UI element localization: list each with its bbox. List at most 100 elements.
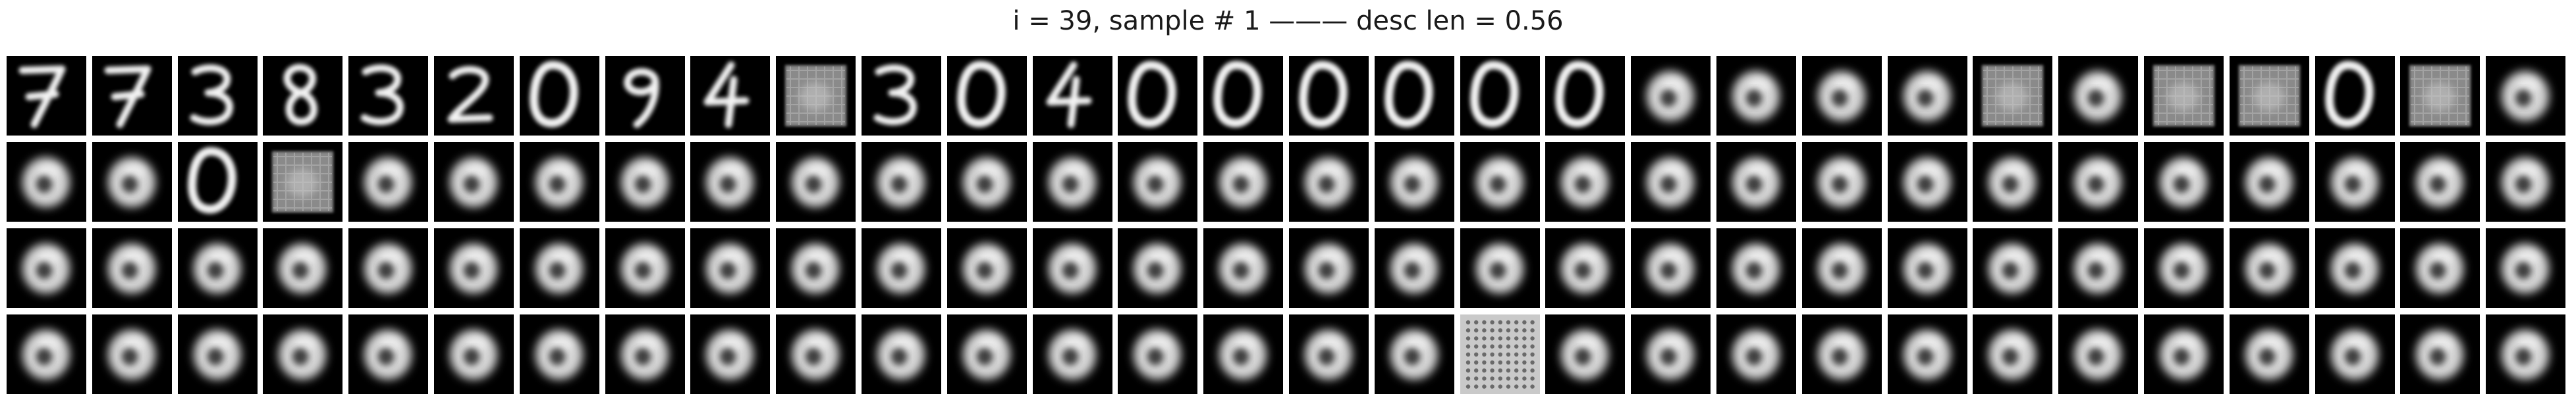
sample-image: [2058, 56, 2139, 136]
sample-tile: [946, 56, 1027, 136]
sample-image: [1374, 56, 1454, 136]
sample-tile: [1032, 228, 1112, 308]
sample-tile: [776, 142, 856, 222]
sample-image: [2400, 228, 2480, 308]
sample-tile: [2058, 142, 2139, 222]
sample-image: [7, 56, 86, 136]
sample-tile: [434, 314, 514, 394]
sample-image: [263, 314, 343, 394]
sample-image: [2486, 228, 2566, 308]
sample-image: [1716, 228, 1796, 308]
sample-tile: [2229, 142, 2309, 222]
sample-tile: [1289, 56, 1369, 136]
sample-tile: [2058, 314, 2139, 394]
sample-image: [2486, 142, 2566, 222]
sample-image: [348, 228, 429, 308]
sample-tile: [1118, 228, 1198, 308]
sample-image: [1203, 56, 1284, 136]
sample-tile: [1801, 228, 1882, 308]
sample-image: [434, 314, 514, 394]
sample-image: [1887, 56, 1967, 136]
sample-tile: [862, 314, 941, 394]
sample-image: [1801, 314, 1882, 394]
sample-image: [1887, 142, 1967, 222]
sample-image: [1631, 228, 1711, 308]
sample-image: [862, 228, 941, 308]
sample-image: [1545, 56, 1626, 136]
sample-tile: [1801, 314, 1882, 394]
sample-image: [2315, 56, 2395, 136]
sample-tile: [1118, 56, 1198, 136]
sample-image: [1631, 56, 1711, 136]
sample-tile: [1887, 142, 1967, 222]
sample-image: [7, 314, 86, 394]
sample-image: [1716, 142, 1796, 222]
sample-tile: [605, 228, 685, 308]
sample-image: [1203, 142, 1284, 222]
sample-tile: [1545, 56, 1626, 136]
sample-tile: [1203, 56, 1284, 136]
sample-tile: [690, 56, 771, 136]
sample-image: [1032, 228, 1112, 308]
sample-image: [862, 56, 941, 136]
sample-image: [1118, 228, 1198, 308]
sample-image: [2486, 314, 2566, 394]
sample-tile: [1118, 314, 1198, 394]
sample-image: [519, 56, 599, 136]
sample-tile: [1716, 314, 1796, 394]
sample-tile: [2400, 314, 2480, 394]
sample-image: [263, 56, 343, 136]
sample-image: [776, 314, 856, 394]
sample-tile: [946, 314, 1027, 394]
sample-tile: [2144, 228, 2224, 308]
sample-image: [1545, 314, 1626, 394]
sample-tile: [348, 56, 429, 136]
sample-image: [1545, 228, 1626, 308]
sample-tile: [1374, 56, 1454, 136]
sample-image: [2058, 228, 2139, 308]
sample-tile: [519, 56, 599, 136]
sample-tile: [1460, 228, 1540, 308]
sample-image: [1631, 314, 1711, 394]
sample-tile: [690, 228, 771, 308]
sample-tile: [2229, 314, 2309, 394]
sample-image: [1374, 314, 1454, 394]
sample-tile: [2315, 56, 2395, 136]
sample-image: [1460, 56, 1540, 136]
sample-tile: [1631, 314, 1711, 394]
sample-image: [1545, 142, 1626, 222]
sample-tile: [862, 142, 941, 222]
sample-tile: [1374, 142, 1454, 222]
sample-tile: [690, 142, 771, 222]
sample-tile: [862, 56, 941, 136]
sample-image: [776, 228, 856, 308]
sample-image: [946, 142, 1027, 222]
sample-tile: [92, 56, 172, 136]
sample-tile: [1801, 142, 1882, 222]
sample-tile: [2144, 314, 2224, 394]
sample-tile: [776, 228, 856, 308]
sample-image: [1460, 142, 1540, 222]
sample-image: [2400, 314, 2480, 394]
sample-tile: [2144, 142, 2224, 222]
sample-image-grid: [7, 56, 2572, 397]
sample-image: [605, 56, 685, 136]
sample-image: [2229, 314, 2309, 394]
sample-tile: [1716, 228, 1796, 308]
sample-tile: [1631, 228, 1711, 308]
sample-tile: [1203, 314, 1284, 394]
sample-image: [1973, 142, 2053, 222]
sample-image: [776, 56, 856, 136]
sample-tile: [1631, 142, 1711, 222]
sample-image: [1374, 142, 1454, 222]
sample-image: [92, 314, 172, 394]
sample-tile: [946, 228, 1027, 308]
sample-tile: [263, 228, 343, 308]
sample-tile: [605, 314, 685, 394]
sample-tile: [348, 314, 429, 394]
sample-tile: [776, 56, 856, 136]
sample-image: [1032, 56, 1112, 136]
sample-image: [946, 314, 1027, 394]
sample-image: [1289, 228, 1369, 308]
sample-image: [1118, 56, 1198, 136]
